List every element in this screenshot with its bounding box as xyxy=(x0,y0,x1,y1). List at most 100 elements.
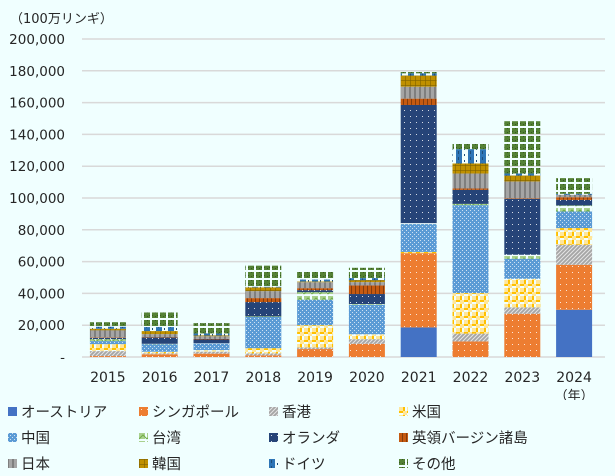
bar-segment-2020-6 xyxy=(348,294,385,305)
legend-item: 中国 xyxy=(8,427,50,448)
bar-segment-2019-3 xyxy=(297,325,334,348)
bar-segment-2022-3 xyxy=(452,293,489,334)
legend-item: 韓国 xyxy=(139,453,181,474)
bar-segment-2022-6 xyxy=(452,189,489,204)
legend-label: 台湾 xyxy=(152,431,181,447)
y-tick-label: 60,000 xyxy=(18,255,65,271)
bar-segment-2020-11 xyxy=(348,267,385,279)
bar-segment-2022-10 xyxy=(452,149,489,164)
legend-swatch xyxy=(399,433,408,442)
bar-segment-2024-3 xyxy=(556,228,593,245)
legend-swatch xyxy=(139,433,148,442)
bar-segment-2022-7 xyxy=(452,188,489,190)
bar-segment-2015-3 xyxy=(89,344,126,352)
bar-segment-2023-7 xyxy=(504,198,541,199)
legend-swatch xyxy=(8,433,17,442)
bar-segment-2022-8 xyxy=(452,173,489,189)
y-tick-label: 80,000 xyxy=(18,223,65,239)
bar-segment-2016-2 xyxy=(141,353,178,355)
legend-label: シンガポール xyxy=(152,405,239,421)
bar-segment-2016-5 xyxy=(141,343,178,345)
bar-segment-2024-7 xyxy=(556,197,593,200)
bar-segment-2017-4 xyxy=(193,343,230,351)
bar-segment-2023-2 xyxy=(504,307,541,314)
y-tick-label: 200,000 xyxy=(9,32,65,48)
bar-segment-2015-4 xyxy=(89,341,126,345)
bar-segment-2021-0 xyxy=(400,327,437,357)
bar-segment-2015-9 xyxy=(89,328,126,331)
bar-segment-2016-7 xyxy=(141,337,178,338)
bar-segment-2022-5 xyxy=(452,203,489,206)
x-axis-unit-label: （年） xyxy=(555,389,594,400)
bar-segment-2024-11 xyxy=(556,178,593,194)
bar-segment-2015-1 xyxy=(89,356,126,357)
legend-item: 台湾 xyxy=(139,427,181,448)
bar-segment-2016-10 xyxy=(141,327,178,332)
bar-segment-2021-9 xyxy=(400,75,437,87)
bar-segment-2023-9 xyxy=(504,175,541,182)
y-tick-label: 100,000 xyxy=(9,191,65,207)
bar-segment-2024-4 xyxy=(556,211,593,229)
bar-segment-2015-8 xyxy=(89,330,126,338)
bar-segment-2019-5 xyxy=(297,292,334,300)
bar-segment-2020-4 xyxy=(348,304,385,335)
bar-segment-2022-11 xyxy=(452,142,489,150)
bar-segment-2020-3 xyxy=(348,334,385,340)
bar-segment-2019-9 xyxy=(297,281,334,283)
bar-segment-2022-2 xyxy=(452,333,489,342)
legend-label: 中国 xyxy=(21,431,50,447)
y-axis-unit-label: （100万リンギ） xyxy=(10,12,113,27)
bar-segment-2017-2 xyxy=(193,351,230,354)
bar-segment-2023-4 xyxy=(504,258,541,279)
bar-segment-2016-9 xyxy=(141,331,178,335)
bar-segment-2024-8 xyxy=(556,194,593,198)
bar-segment-2021-5 xyxy=(400,223,437,225)
legend-label: オランダ xyxy=(282,431,340,447)
y-tick-label: 120,000 xyxy=(9,159,65,175)
bar-segment-2022-1 xyxy=(452,341,489,357)
legend-swatch xyxy=(139,407,148,416)
legend-item: その他 xyxy=(399,453,456,474)
legend-item: 英領バージン諸島 xyxy=(399,427,528,448)
bar-segment-2015-7 xyxy=(89,337,126,338)
bar-segment-2021-8 xyxy=(400,86,437,99)
legend-swatch xyxy=(269,459,278,468)
legend-swatch xyxy=(399,459,408,468)
bar-segment-2020-5 xyxy=(348,304,385,305)
bar-segment-2020-8 xyxy=(348,282,385,286)
bar-segment-2015-2 xyxy=(89,351,126,357)
legend-label: 米国 xyxy=(412,405,441,421)
bar-segment-2015-11 xyxy=(89,322,126,327)
bar-segment-2023-3 xyxy=(504,278,541,308)
bar-segment-2018-2 xyxy=(245,353,282,356)
bar-segment-2018-8 xyxy=(245,291,282,299)
bar-segment-2017-6 xyxy=(193,339,230,344)
bar-segment-2021-7 xyxy=(400,98,437,105)
bar-segment-2020-2 xyxy=(348,339,385,344)
bar-segment-2022-9 xyxy=(452,163,489,174)
bar-segment-2018-1 xyxy=(245,355,282,357)
bar-segment-2017-11 xyxy=(193,323,230,334)
x-tick-label: 2020 xyxy=(349,370,385,386)
x-tick-label: 2015 xyxy=(90,370,126,386)
bar-segment-2023-10 xyxy=(504,173,541,176)
legend-item: 日本 xyxy=(8,453,50,474)
bar-segment-2019-4 xyxy=(297,299,334,326)
bar-segment-2016-11 xyxy=(141,312,178,328)
bar-segment-2018-11 xyxy=(245,265,282,287)
legend-label: 英領バージン諸島 xyxy=(412,431,528,447)
bar-segment-2019-1 xyxy=(297,349,334,357)
legend-label: ドイツ xyxy=(282,457,326,473)
x-tick-label: 2024 xyxy=(556,370,592,386)
x-tick-label: 2022 xyxy=(453,370,489,386)
legend-label: その他 xyxy=(412,457,456,473)
bar-segment-2024-0 xyxy=(556,309,593,357)
bar-segment-2019-10 xyxy=(297,279,334,282)
bar-segment-2017-9 xyxy=(193,335,230,337)
bar-segment-2024-1 xyxy=(556,264,593,310)
bar-segment-2017-7 xyxy=(193,338,230,340)
bar-segment-2024-6 xyxy=(556,199,593,206)
bar-segment-2019-7 xyxy=(297,288,334,291)
bar-segment-2016-6 xyxy=(141,337,178,344)
bar-segment-2021-10 xyxy=(400,73,437,76)
